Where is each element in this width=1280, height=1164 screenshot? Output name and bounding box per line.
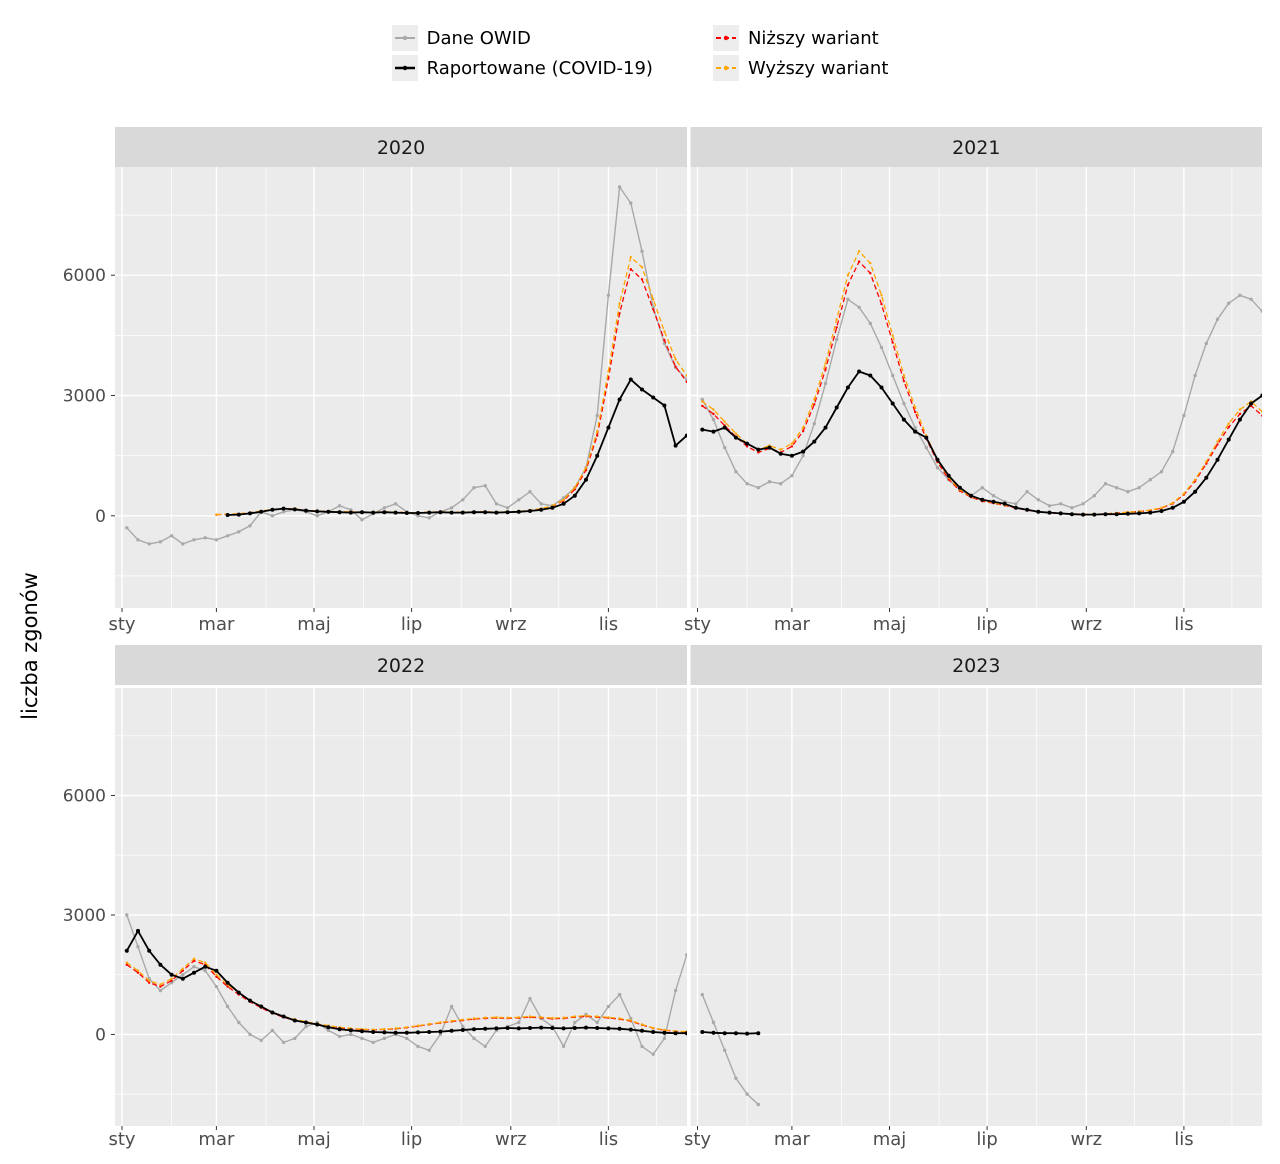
panel-2022 (115, 688, 687, 1126)
x-tick-label: lis (599, 614, 618, 635)
series-reported-2022-points (124, 928, 687, 1036)
x-tick-label: maj (873, 1129, 907, 1150)
x-tick-label: wrz (1071, 1129, 1103, 1150)
x-tick-label: maj (873, 614, 907, 635)
x-tick-label: sty (684, 614, 711, 635)
y-tick-label: 6000 (63, 787, 106, 807)
x-tick-label: sty (108, 614, 135, 635)
x-tick-label: lip (401, 614, 422, 635)
series-owid-2022-points (125, 913, 687, 1057)
facet-strip-label-2020: 2020 (377, 137, 425, 159)
x-tick-label: lis (1174, 1129, 1193, 1150)
series-reported-2020-points (225, 377, 687, 517)
legend-item-wyzszy-wariant: Wyższy wariant (712, 54, 889, 82)
x-tick-label: wrz (1071, 614, 1103, 635)
facet-2021: 2021 (690, 127, 1262, 608)
x-tick-label: lip (976, 1129, 997, 1150)
x-tick-label: wrz (495, 1129, 527, 1150)
legend-column-1: Dane OWID Raportowane (COVID-19) (391, 24, 653, 82)
legend-key-upper-icon (712, 55, 739, 81)
y-tick-label: 6000 (63, 266, 106, 286)
panel-2023 (690, 688, 1262, 1126)
facet-strip-2021 (690, 127, 1262, 167)
legend-label-lower: Niższy wariant (747, 27, 879, 49)
series-layer-2022 (124, 913, 687, 1057)
facet-strip-2020 (115, 127, 687, 167)
y-axis-title: liczba zgonów (18, 572, 42, 720)
facet-strip-label-2023: 2023 (952, 655, 1000, 677)
series-layer-2020 (125, 185, 687, 546)
series-upper-2022-line (126, 958, 687, 1033)
legend-item-nizszy-wariant: Niższy wariant (712, 24, 888, 52)
y-tick-label: 3000 (63, 906, 106, 926)
facet-2020: 2020 (115, 127, 687, 608)
y-tick-label: 3000 (63, 387, 106, 407)
legend-column-2: Niższy wariant Wyższy wariant (712, 24, 889, 82)
series-reported-2021-points (700, 369, 1262, 517)
facet-strip-label-2021: 2021 (952, 137, 1000, 159)
x-tick-label: mar (198, 614, 235, 635)
x-tick-label: lis (1174, 614, 1193, 635)
x-tick-label: sty (684, 1129, 711, 1150)
x-tick-label: mar (774, 614, 811, 635)
facet-2022: 2022 (115, 645, 687, 1126)
series-reported-2022-line (126, 930, 687, 1035)
y-tick-label: 0 (95, 1025, 106, 1045)
legend-label-owid: Dane OWID (426, 27, 531, 49)
x-tick-label: lis (599, 1129, 618, 1150)
legend-item-raportowane: Raportowane (COVID-19) (391, 54, 653, 82)
legend-key-lower-icon (712, 25, 739, 51)
facet-2023: 2023 (690, 645, 1262, 1126)
chart-legend: Dane OWID Raportowane (COVID-19) Niższy … (0, 24, 1280, 82)
series-owid-2021-line (701, 294, 1262, 509)
legend-key-reported-icon (391, 55, 418, 81)
facet-strip-2023 (690, 645, 1262, 685)
series-reported-2023-points (700, 1030, 761, 1036)
y-tick-label: 0 (95, 507, 106, 527)
series-layer-2021 (700, 250, 1262, 517)
legend-key-owid-icon (391, 25, 418, 51)
legend-item-dane-owid: Dane OWID (391, 24, 653, 52)
x-tick-label: mar (774, 1129, 811, 1150)
series-reported-2021-line (702, 370, 1262, 516)
panel-2021 (690, 167, 1262, 608)
x-tick-label: sty (108, 1129, 135, 1150)
series-owid-2023-points (700, 992, 760, 1107)
x-tick-label: wrz (495, 614, 527, 635)
series-layer-2023 (700, 992, 761, 1107)
x-tick-label: maj (297, 1129, 331, 1150)
legend-label-reported: Raportowane (COVID-19) (426, 57, 653, 79)
x-tick-label: maj (297, 614, 331, 635)
legend-label-upper: Wyższy wariant (747, 57, 889, 79)
panel-2020 (115, 167, 687, 608)
series-owid-2023-line (701, 994, 759, 1106)
x-tick-label: lip (401, 1129, 422, 1150)
facet-strip-2022 (115, 645, 687, 685)
x-tick-label: lip (976, 614, 997, 635)
facet-strip-label-2022: 2022 (377, 655, 425, 677)
x-tick-label: mar (198, 1129, 235, 1150)
